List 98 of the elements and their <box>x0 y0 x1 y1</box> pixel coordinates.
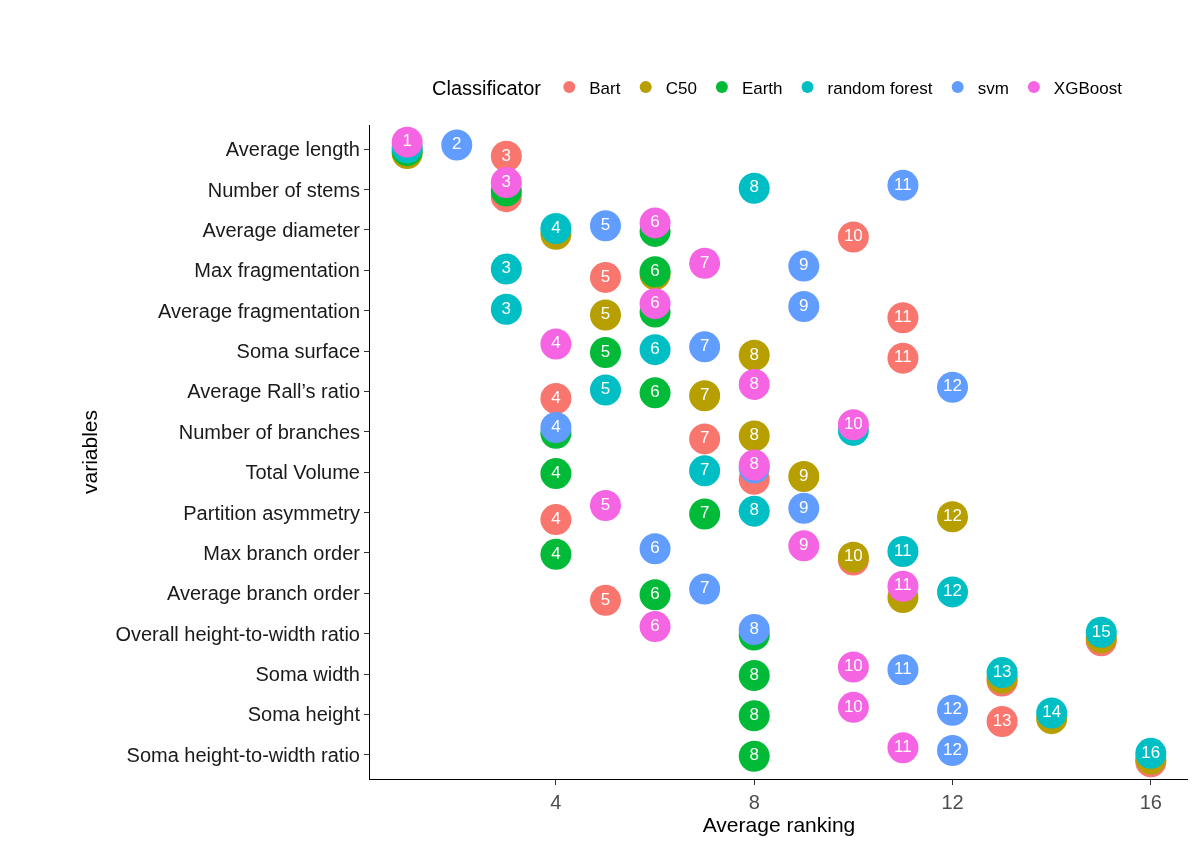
data-label: 2 <box>452 134 462 154</box>
data-label: 12 <box>943 699 962 719</box>
data-label: 11 <box>894 659 912 679</box>
data-label: 5 <box>600 341 611 361</box>
x-tick-label: 8 <box>748 791 760 813</box>
data-label: 7 <box>699 252 710 272</box>
data-label: 8 <box>749 705 759 725</box>
data-label: 6 <box>650 338 660 358</box>
data-label: 10 <box>843 546 863 566</box>
data-label: 11 <box>894 174 912 194</box>
x-tick-label: 4 <box>550 791 562 813</box>
y-tick-label: Partition asymmetry <box>183 501 360 524</box>
data-label: 5 <box>600 379 611 399</box>
data-label: 9 <box>799 295 809 315</box>
y-tick-label: Number of stems <box>207 178 360 201</box>
y-axis-title: variables <box>77 409 101 495</box>
legend-label: Bart <box>589 78 621 98</box>
data-label: 10 <box>843 696 863 716</box>
data-label: 4 <box>551 543 561 563</box>
data-label: 7 <box>699 384 710 404</box>
y-tick-label: Average diameter <box>202 218 361 241</box>
data-label: 7 <box>699 428 710 448</box>
y-tick-label: Total Volume <box>245 461 360 484</box>
data-label: 14 <box>1042 702 1062 722</box>
data-label: 11 <box>894 575 912 595</box>
y-tick-label: Average length <box>225 138 360 161</box>
y-tick-label: Soma surface <box>236 340 360 363</box>
data-label: 3 <box>501 258 512 278</box>
legend-label: random forest <box>827 78 933 98</box>
y-tick-label: Average Rall’s ratio <box>187 380 360 403</box>
x-axis-title: Average ranking <box>702 813 856 836</box>
y-tick-label: Max fragmentation <box>194 259 360 282</box>
data-label: 8 <box>749 344 759 364</box>
data-label: 5 <box>600 266 611 286</box>
data-label: 15 <box>1091 621 1111 641</box>
data-label: 6 <box>650 615 660 635</box>
data-label: 3 <box>501 171 512 191</box>
data-label: 3 <box>501 145 512 165</box>
data-label: 16 <box>1141 742 1161 762</box>
data-label: 12 <box>943 376 962 396</box>
data-label: 8 <box>749 425 759 445</box>
data-label: 12 <box>943 739 962 759</box>
data-label: 9 <box>799 497 809 517</box>
data-label: 6 <box>650 292 660 312</box>
data-label: 6 <box>650 537 660 557</box>
data-label: 8 <box>749 177 759 197</box>
data-label: 8 <box>749 618 759 638</box>
y-tick-label: Soma height <box>247 703 361 726</box>
data-label: 5 <box>600 214 611 234</box>
data-label: 4 <box>551 462 561 482</box>
data-label: 4 <box>551 217 561 237</box>
data-label: 9 <box>799 535 809 555</box>
y-tick-label: Max branch order <box>203 541 361 564</box>
data-label: 12 <box>943 506 962 526</box>
data-label: 8 <box>749 664 759 684</box>
y-tick-label: Overall height-to-width ratio <box>115 622 360 645</box>
data-label: 4 <box>551 508 561 528</box>
y-tick-label: Soma width <box>255 663 360 686</box>
data-label: 7 <box>699 578 710 598</box>
legend-title: Classificator <box>432 77 542 100</box>
data-label: 5 <box>600 589 611 609</box>
data-label: 4 <box>551 387 561 407</box>
legend-label: XGBoost <box>1053 78 1123 98</box>
data-label: 11 <box>894 347 912 367</box>
data-label: 9 <box>799 465 809 485</box>
x-tick-label: 12 <box>941 791 964 813</box>
data-label: 8 <box>749 373 759 393</box>
legend-label: Earth <box>741 78 783 98</box>
y-tick-label: Soma height-to-width ratio <box>126 743 360 766</box>
data-label: 1 <box>402 131 412 151</box>
data-label: 7 <box>699 336 710 356</box>
data-label: 11 <box>894 736 912 756</box>
data-label: 4 <box>551 333 561 353</box>
data-label: 11 <box>894 540 912 560</box>
data-label: 8 <box>749 745 759 765</box>
x-tick-label: 16 <box>1139 791 1162 813</box>
data-label: 11 <box>894 307 912 327</box>
data-label: 3 <box>501 298 512 318</box>
data-label: 4 <box>551 416 561 436</box>
data-label: 6 <box>650 382 660 402</box>
data-label: 6 <box>650 583 660 603</box>
data-label: 10 <box>843 226 863 246</box>
legend-label: C50 <box>665 78 697 98</box>
data-label: 7 <box>699 503 710 523</box>
y-tick-label: Average branch order <box>166 582 361 605</box>
y-tick-label: Number of branches <box>178 420 360 443</box>
legend-label: svm <box>977 78 1009 98</box>
data-label: 6 <box>650 212 660 232</box>
data-label: 8 <box>749 500 759 520</box>
data-label: 5 <box>600 304 611 324</box>
data-label: 9 <box>799 255 809 275</box>
data-label: 13 <box>992 710 1012 730</box>
y-tick-label: Average fragmentation <box>158 299 360 322</box>
data-label: 12 <box>943 581 962 601</box>
data-label: 10 <box>843 656 863 676</box>
data-label: 10 <box>843 414 863 433</box>
data-label: 5 <box>600 494 611 514</box>
data-label: 7 <box>699 460 710 480</box>
